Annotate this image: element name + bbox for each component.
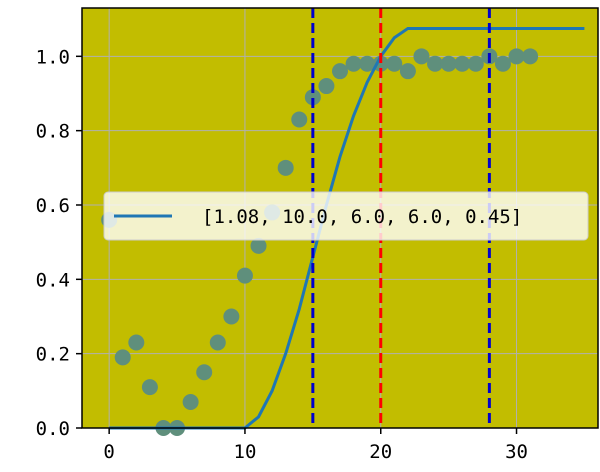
legend-box xyxy=(103,191,589,241)
scatter-point xyxy=(114,349,131,366)
scatter-point xyxy=(399,63,416,80)
scatter-point xyxy=(209,334,226,351)
scatter-point xyxy=(508,48,525,65)
legend-label: [1.08, 10.0, 6.0, 6.0, 0.45] xyxy=(202,206,522,228)
y-tick-label: 0.2 xyxy=(36,344,70,366)
plot-frame xyxy=(81,7,599,429)
scatter-point xyxy=(454,55,471,72)
axis-ticks: 0 10 20 30 0.0 0.2 0.4 0.6 0.8 1.0 xyxy=(36,46,528,463)
scatter-point xyxy=(141,379,158,396)
scatter-point xyxy=(236,267,253,284)
scatter-point xyxy=(128,334,145,351)
scatter-point xyxy=(522,48,539,65)
scatter-point xyxy=(318,78,335,95)
scatter-point xyxy=(304,89,321,106)
scatter-point xyxy=(277,159,294,176)
scatter-point xyxy=(386,55,403,72)
scatter-point xyxy=(196,364,213,381)
y-tick-label: 0.8 xyxy=(36,121,70,143)
x-tick-label: 0 xyxy=(103,441,114,463)
scatter-point xyxy=(332,63,348,80)
x-tick-label: 30 xyxy=(505,441,528,463)
scatter-point xyxy=(182,393,199,410)
legend: [1.08, 10.0, 6.0, 6.0, 0.45] xyxy=(103,191,589,241)
scatter-point xyxy=(467,55,484,72)
scatter-point xyxy=(359,55,376,72)
x-tick-label: 20 xyxy=(369,441,392,463)
scatter-point xyxy=(413,48,430,65)
y-tick-label: 0.0 xyxy=(36,418,70,440)
y-tick-label: 0.6 xyxy=(36,195,70,217)
scatter-point xyxy=(223,308,240,325)
scatter-point xyxy=(494,55,511,72)
y-tick-label: 0.4 xyxy=(36,269,70,291)
scatter-point xyxy=(372,55,389,72)
scatter-point xyxy=(345,55,362,72)
scatter-point xyxy=(427,55,444,72)
scatter-point xyxy=(250,237,267,254)
scatter-point xyxy=(440,55,457,72)
scatter-point xyxy=(291,111,308,128)
x-tick-label: 10 xyxy=(234,441,257,463)
y-tick-label: 1.0 xyxy=(36,46,70,68)
